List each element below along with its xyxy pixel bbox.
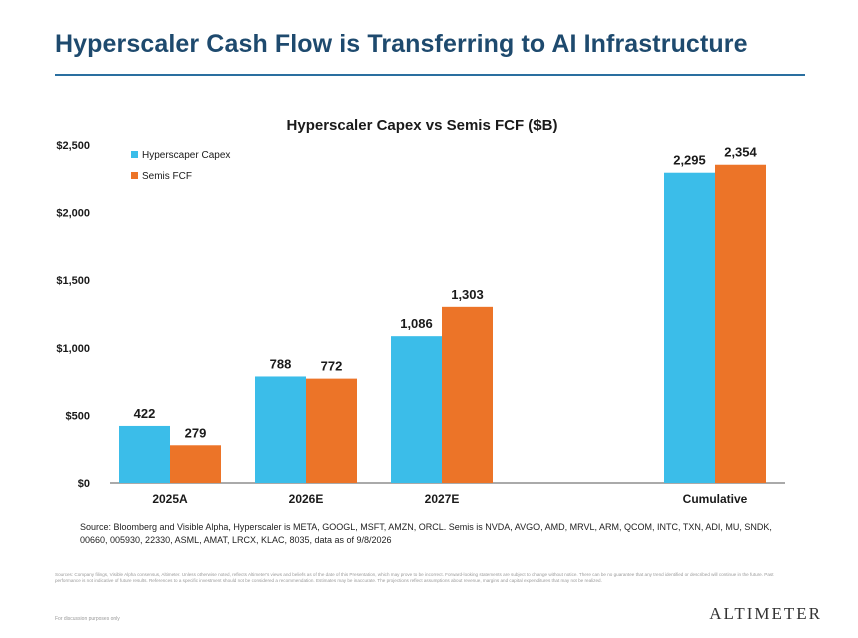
data-label: 2,295 [673, 153, 706, 168]
bar-capex [664, 172, 715, 483]
legend-swatch [131, 172, 138, 179]
title-divider [55, 74, 805, 76]
data-label: 279 [185, 425, 207, 440]
disclaimer-text: Sources: Company filings, Visible Alpha … [55, 572, 774, 583]
data-label: 788 [270, 356, 292, 371]
bar-capex [119, 425, 170, 483]
x-axis: 2025A 2026E 2027E Cumulative [110, 482, 785, 506]
bar-fcf [715, 164, 766, 483]
x-tick-label: 2027E [425, 492, 460, 506]
y-tick-label: $500 [66, 410, 90, 422]
legend: Hyperscaper Capex Semis FCF [131, 150, 230, 182]
legend-label: Semis FCF [142, 171, 192, 182]
bar-chart: Hyperscaler Capex vs Semis FCF ($B) $0 $5… [56, 117, 785, 506]
data-label: 422 [134, 406, 156, 421]
y-tick-label: $1,000 [56, 343, 90, 355]
y-axis: $0 $500 $1,000 $1,500 $2,000 $2,500 [56, 140, 90, 490]
y-tick-label: $0 [78, 478, 90, 490]
y-tick-label: $1,500 [56, 275, 90, 287]
y-tick-label: $2,500 [56, 140, 90, 152]
footer-note: For discussion purposes only [55, 616, 120, 622]
x-tick-label: 2025A [152, 492, 188, 506]
bar-fcf [170, 445, 221, 483]
x-tick-label: 2026E [289, 492, 324, 506]
data-label: 772 [321, 359, 343, 374]
data-label: 1,303 [451, 287, 484, 302]
chart-area: Hyperscaler Capex vs Semis FCF ($B) $0 $5… [0, 100, 858, 520]
bar-fcf [306, 378, 357, 483]
legend-label: Hyperscaper Capex [142, 150, 230, 161]
y-tick-label: $2,000 [56, 208, 90, 220]
page-title: Hyperscaler Cash Flow is Transferring to… [55, 30, 748, 58]
bar-capex [255, 376, 306, 483]
bars-group: 422 788 1,086 2,295 279 772 1,303 2,354 [119, 145, 766, 483]
legend-swatch [131, 151, 138, 158]
x-tick-label: Cumulative [683, 492, 748, 506]
altimeter-logo: ALTIMETER [709, 604, 822, 623]
chart-title: Hyperscaler Capex vs Semis FCF ($B) [287, 117, 558, 134]
bar-fcf [442, 306, 493, 483]
bar-capex [391, 336, 442, 483]
source-note: Source: Bloomberg and Visible Alpha, Hyp… [80, 522, 772, 545]
data-label: 2,354 [724, 145, 757, 160]
data-label: 1,086 [400, 316, 433, 331]
